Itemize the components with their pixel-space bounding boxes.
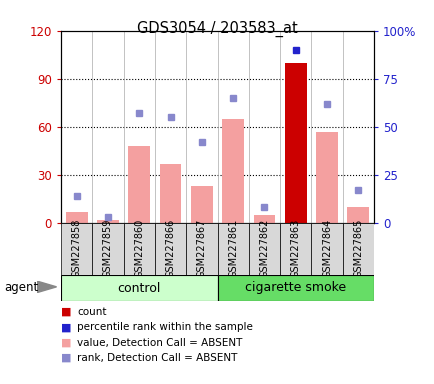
Text: cigarette smoke: cigarette smoke: [245, 281, 345, 295]
Text: GSM227858: GSM227858: [72, 219, 81, 278]
Text: agent: agent: [4, 281, 39, 295]
Bar: [159, 164, 181, 223]
Text: GDS3054 / 203583_at: GDS3054 / 203583_at: [137, 21, 297, 37]
Text: GSM227864: GSM227864: [322, 219, 331, 278]
Text: GSM227867: GSM227867: [197, 219, 206, 278]
Text: rank, Detection Call = ABSENT: rank, Detection Call = ABSENT: [77, 353, 237, 363]
Text: control: control: [117, 281, 161, 295]
Bar: [186, 223, 217, 275]
Bar: [253, 215, 275, 223]
Bar: [97, 220, 118, 223]
Text: GSM227865: GSM227865: [353, 219, 362, 278]
Text: GSM227860: GSM227860: [134, 219, 144, 278]
Bar: [217, 223, 248, 275]
Text: percentile rank within the sample: percentile rank within the sample: [77, 322, 253, 332]
Bar: [155, 223, 186, 275]
Text: GSM227859: GSM227859: [103, 219, 112, 278]
Text: ■: ■: [61, 353, 71, 363]
Text: GSM227861: GSM227861: [228, 219, 237, 278]
Bar: [284, 63, 306, 223]
Bar: [61, 275, 217, 301]
Bar: [248, 223, 279, 275]
Bar: [342, 223, 373, 275]
Text: count: count: [77, 307, 107, 317]
Bar: [347, 207, 368, 223]
Bar: [191, 186, 212, 223]
Text: GSM227862: GSM227862: [259, 219, 269, 278]
Bar: [222, 119, 243, 223]
Text: GSM227866: GSM227866: [165, 219, 175, 278]
Bar: [316, 132, 337, 223]
Bar: [311, 223, 342, 275]
Bar: [61, 223, 92, 275]
Text: ■: ■: [61, 338, 71, 348]
Bar: [217, 275, 373, 301]
Bar: [123, 223, 155, 275]
Text: value, Detection Call = ABSENT: value, Detection Call = ABSENT: [77, 338, 242, 348]
Bar: [92, 223, 123, 275]
Bar: [128, 146, 150, 223]
Bar: [66, 212, 87, 223]
Text: ■: ■: [61, 307, 71, 317]
Polygon shape: [37, 281, 56, 293]
Text: GSM227863: GSM227863: [290, 219, 300, 278]
Text: ■: ■: [61, 322, 71, 332]
Bar: [279, 223, 311, 275]
